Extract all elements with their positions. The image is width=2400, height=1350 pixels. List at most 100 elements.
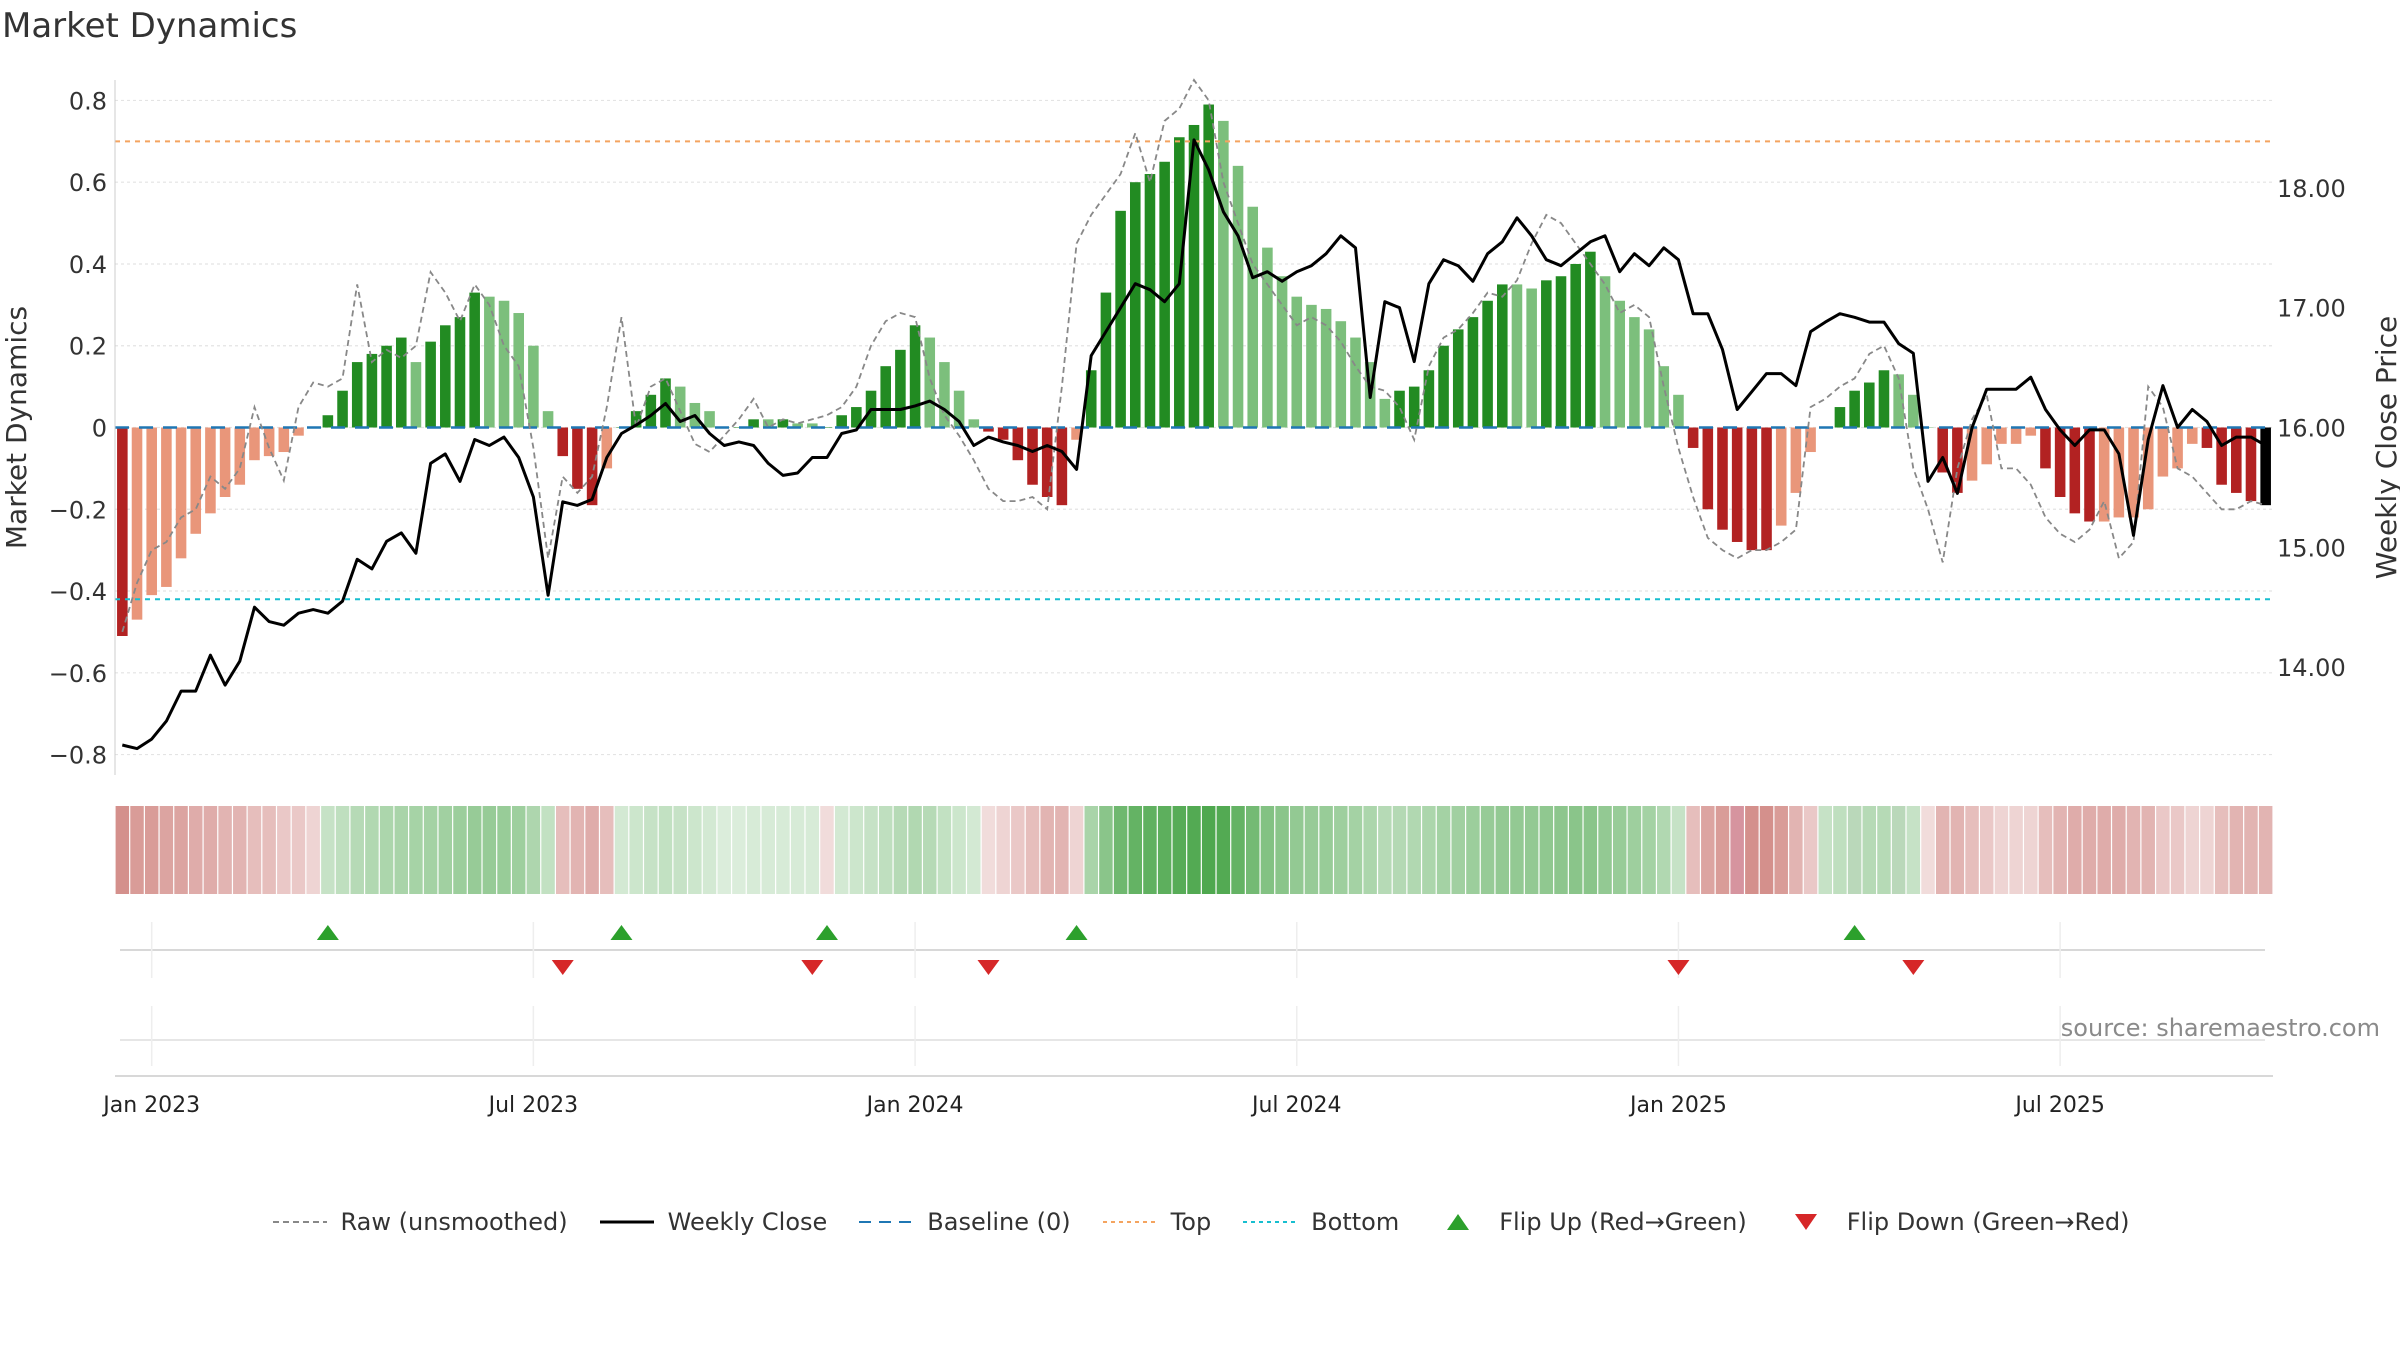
market-dynamics-bar (1893, 374, 1904, 428)
regime-strip-cell (1069, 806, 1084, 894)
regime-strip-cell (467, 806, 482, 894)
regime-strip-cell (1334, 806, 1348, 894)
regime-strip-cell (1862, 806, 1877, 894)
regime-strip-cell (1877, 806, 1891, 894)
regime-strip-cell (365, 806, 379, 894)
market-dynamics-bar (1379, 398, 1391, 428)
market-dynamics-bar (1188, 124, 1200, 428)
y-tick-label-left: −0.6 (49, 660, 107, 688)
regime-strip-cell (967, 806, 981, 894)
market-dynamics-bar (175, 427, 187, 559)
regime-strip-cell (2097, 806, 2111, 894)
regime-strip-cell (1143, 806, 1157, 894)
regime-strip-cell (2009, 806, 2023, 894)
regime-strip-cell (717, 806, 731, 894)
market-dynamics-bar (395, 337, 407, 428)
y-tick-label-right: 14.00 (2277, 654, 2346, 682)
regime-strip-cell (174, 806, 188, 894)
regime-strip-cell (277, 806, 291, 894)
flip-down-marker (1667, 960, 1690, 975)
regime-strip-cell (1099, 806, 1113, 894)
market-dynamics-bar (234, 427, 246, 485)
source-credit: source: sharemaestro.com (2060, 1014, 2380, 1042)
regime-strip-cell (688, 806, 702, 894)
market-dynamics-bar (601, 427, 613, 469)
x-tick-label: Jul 2025 (2013, 1093, 2105, 1118)
regime-strip-cell (1348, 806, 1363, 894)
regime-strip-cell (996, 806, 1010, 894)
regime-strip-cell (1201, 806, 1216, 894)
regime-strip-cell (908, 806, 922, 894)
market-dynamics-bar (263, 427, 275, 457)
market-dynamics-bar (542, 411, 554, 428)
regime-strip-cell (1921, 806, 1935, 894)
regime-strip-cell (218, 806, 232, 894)
market-dynamics-bar (1775, 427, 1787, 526)
regime-strip-cell (644, 806, 658, 894)
market-dynamics-bar (909, 325, 921, 428)
market-dynamics-bar (572, 427, 583, 489)
regime-strip-cell (937, 806, 952, 894)
market-dynamics-bar (968, 419, 980, 428)
market-dynamics-bar (1247, 206, 1259, 428)
market-dynamics-bar (836, 415, 847, 428)
market-dynamics-bar (1658, 366, 1670, 428)
regime-strip-cell (1818, 806, 1832, 894)
legend-swatch-icon (1794, 1214, 1817, 1230)
regime-strip-cell (1275, 806, 1289, 894)
market-dynamics-bar (895, 349, 906, 428)
regime-strip-cell (820, 806, 834, 894)
regime-strip-cell (1040, 806, 1054, 894)
regime-strip-cell (394, 806, 409, 894)
market-dynamics-bar (762, 419, 774, 428)
regime-strip-cell (732, 806, 746, 894)
market-dynamics-bar (205, 427, 216, 514)
market-dynamics-bar (1541, 280, 1552, 428)
regime-strip-cell (1084, 806, 1098, 894)
regime-strip-cell (203, 806, 218, 894)
regime-strip-cell (1216, 806, 1231, 894)
market-dynamics-bar (807, 423, 818, 428)
regime-strip-cell (2082, 806, 2097, 894)
market-dynamics-bar (1467, 317, 1479, 428)
market-dynamics-bar (1511, 284, 1523, 428)
triangle-down-icon (1794, 1214, 1817, 1230)
regime-strip-cell (702, 806, 717, 894)
market-dynamics-bar (1262, 247, 1273, 428)
market-dynamics-bar (381, 345, 392, 428)
regime-strip-cell (981, 806, 996, 894)
market-dynamics-bar (2186, 427, 2198, 444)
market-dynamics-bar (1878, 370, 1890, 428)
legend-item: Bottom (1241, 1208, 1399, 1236)
regime-strip-cell (497, 806, 511, 894)
legend-label: Bottom (1311, 1208, 1400, 1236)
market-dynamics-bar (1599, 276, 1611, 428)
regime-strip-cell (600, 806, 614, 894)
market-dynamics-bar (293, 427, 304, 436)
x-tick-label: Jan 2025 (1628, 1093, 1727, 1118)
market-dynamics-bar (2084, 427, 2095, 522)
regime-strip-cell (291, 806, 306, 894)
market-dynamics-bar (1805, 427, 1816, 453)
legend-item: Baseline (0) (857, 1208, 1071, 1236)
market-dynamics-bar (557, 427, 569, 457)
market-dynamics-bar (1585, 251, 1596, 428)
regime-strip-cell (1994, 806, 2009, 894)
x-tick-label: Jan 2024 (865, 1093, 964, 1118)
regime-strip-cell (511, 806, 526, 894)
regime-strip-cell (1055, 806, 1069, 894)
regime-strip-cell (2244, 806, 2258, 894)
market-dynamics-bar (1071, 427, 1082, 440)
legend-item: Raw (unsmoothed) (271, 1208, 568, 1236)
legend-swatch-icon (1243, 1221, 1298, 1223)
regime-strip-cell (746, 806, 761, 894)
regime-strip-cell (1583, 806, 1598, 894)
chart-title: Market Dynamics (2, 6, 298, 46)
market-dynamics-bar (983, 427, 994, 432)
regime-strip-cell (482, 806, 497, 894)
market-dynamics-bar (366, 353, 378, 428)
market-dynamics-bar (1555, 276, 1567, 428)
regime-strip-cell (761, 806, 776, 894)
flip-up-marker (610, 925, 633, 940)
market-dynamics-bar (1526, 288, 1537, 428)
